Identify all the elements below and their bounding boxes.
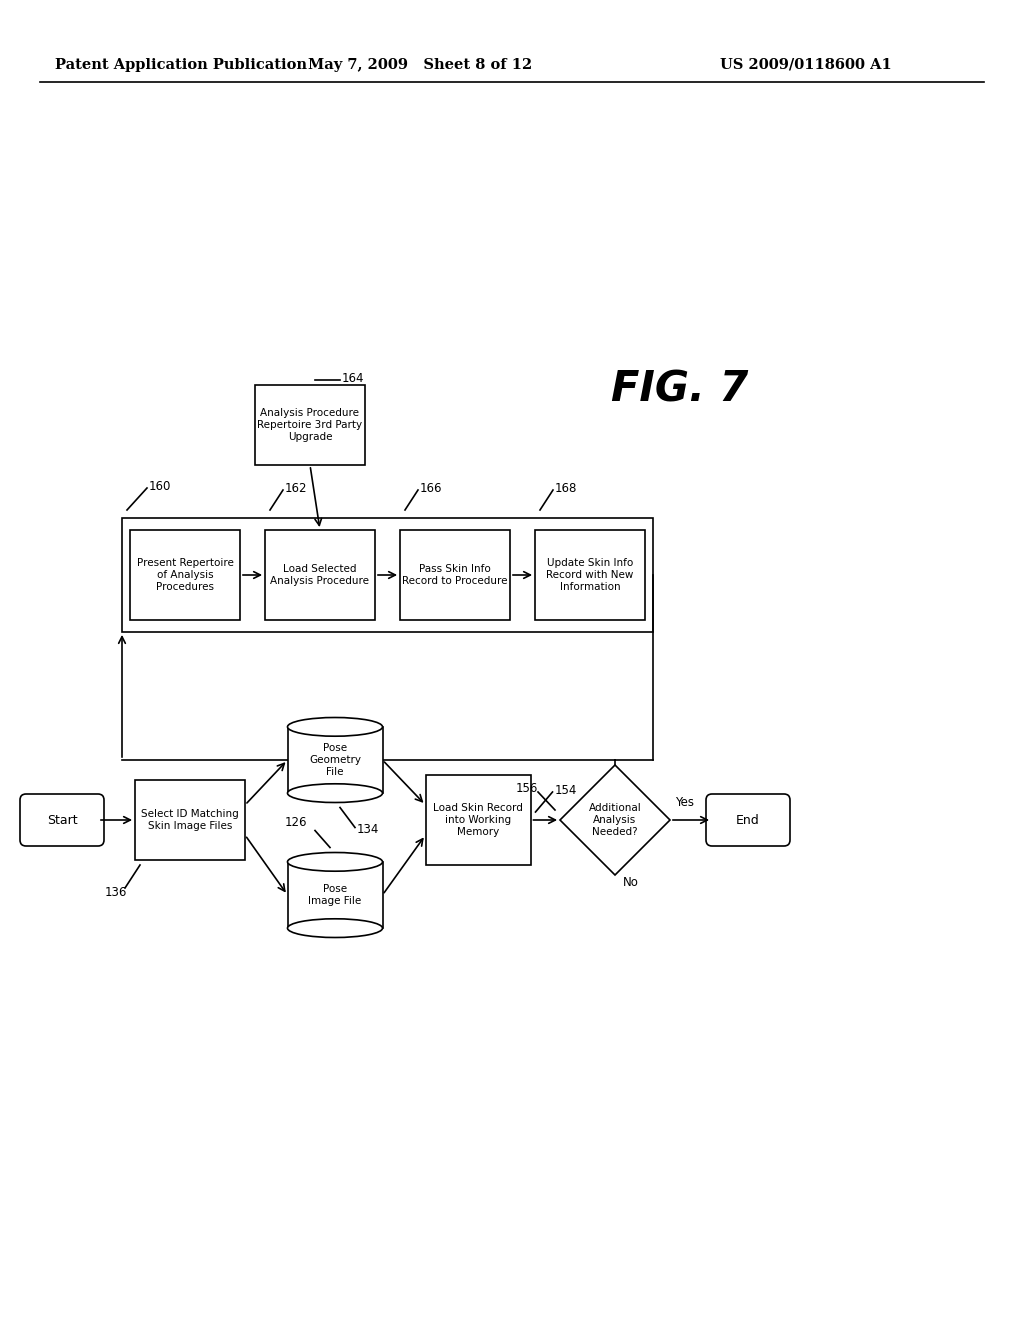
Text: Present Repertoire
of Analysis
Procedures: Present Repertoire of Analysis Procedure… (136, 558, 233, 591)
FancyBboxPatch shape (20, 795, 104, 846)
Text: US 2009/0118600 A1: US 2009/0118600 A1 (720, 58, 892, 73)
Text: 168: 168 (555, 482, 578, 495)
Text: 126: 126 (285, 816, 307, 829)
Text: 160: 160 (150, 479, 171, 492)
Text: Start: Start (47, 813, 78, 826)
Ellipse shape (288, 919, 383, 937)
Bar (135, 780, 245, 861)
Bar (426, 775, 530, 865)
Text: Pass Skin Info
Record to Procedure: Pass Skin Info Record to Procedure (402, 564, 508, 586)
Bar (400, 531, 510, 620)
Text: 154: 154 (555, 784, 577, 796)
Text: 162: 162 (285, 482, 307, 495)
Bar (265, 531, 375, 620)
Bar (122, 517, 653, 632)
Bar (535, 531, 645, 620)
Bar (130, 531, 240, 620)
Text: Load Selected
Analysis Procedure: Load Selected Analysis Procedure (270, 564, 370, 586)
Text: 134: 134 (357, 822, 379, 836)
Text: 156: 156 (516, 781, 539, 795)
Text: Yes: Yes (675, 796, 694, 808)
Text: 164: 164 (342, 371, 365, 384)
Text: Patent Application Publication: Patent Application Publication (55, 58, 307, 73)
Text: Analysis Procedure
Repertoire 3rd Party
Upgrade: Analysis Procedure Repertoire 3rd Party … (257, 408, 362, 442)
Text: Pose
Image File: Pose Image File (308, 884, 361, 906)
Text: Load Skin Record
into Working
Memory: Load Skin Record into Working Memory (433, 804, 523, 837)
Text: 166: 166 (420, 482, 442, 495)
Text: May 7, 2009   Sheet 8 of 12: May 7, 2009 Sheet 8 of 12 (308, 58, 532, 73)
Bar (288, 862, 383, 928)
Polygon shape (560, 766, 670, 875)
Text: Pose
Geometry
File: Pose Geometry File (309, 743, 361, 776)
Ellipse shape (288, 784, 383, 803)
Text: FIG. 7: FIG. 7 (611, 370, 749, 411)
Ellipse shape (288, 853, 383, 871)
Text: Additional
Analysis
Needed?: Additional Analysis Needed? (589, 804, 641, 837)
Text: Select ID Matching
Skin Image Files: Select ID Matching Skin Image Files (141, 809, 239, 830)
Text: No: No (623, 876, 639, 890)
Ellipse shape (288, 718, 383, 737)
Bar (255, 385, 365, 465)
Text: End: End (736, 813, 760, 826)
FancyBboxPatch shape (706, 795, 790, 846)
Text: 136: 136 (105, 886, 127, 899)
Bar (288, 727, 383, 793)
Text: Update Skin Info
Record with New
Information: Update Skin Info Record with New Informa… (547, 558, 634, 591)
